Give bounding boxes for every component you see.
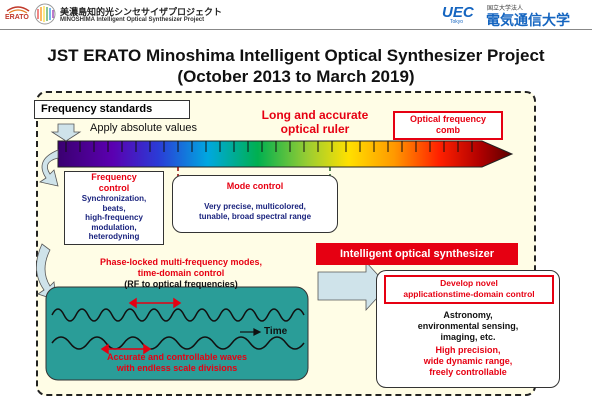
- frequency-control-box: Frequency control Synchronization, beats…: [64, 171, 164, 245]
- freq-control-line-3: high-frequency: [85, 213, 143, 222]
- wave-slow: [51, 336, 305, 350]
- mode-control-title: Mode control: [226, 181, 284, 191]
- ruler-title: Long and accurate optical ruler: [250, 108, 380, 136]
- waves-caption: Accurate and controllable waves with end…: [60, 352, 294, 374]
- univ-name-jp: 電気通信大学: [486, 12, 570, 28]
- freq-control-title1: Frequency: [91, 172, 137, 182]
- mode-control-box: Mode control Very precise, multicolored,…: [172, 175, 338, 233]
- ruler-title-line1: Long and accurate: [261, 108, 369, 122]
- develop-line2: applicationstime-domain control: [403, 289, 535, 299]
- time-label: Time: [264, 326, 288, 337]
- apply-values-label: Apply absolute values: [90, 122, 198, 134]
- univ-type-jp: 国立大学法人: [487, 6, 524, 12]
- uec-logo-sub: Tokyo: [450, 19, 464, 25]
- optical-comb-box: Optical frequency comb: [393, 111, 503, 140]
- wave-measure-arrows: [100, 297, 182, 355]
- page-subtitle: (October 2013 to March 2019): [177, 67, 415, 86]
- apps-line3: imaging, etc.: [440, 332, 496, 342]
- apps-line1: Astronomy,: [443, 310, 493, 320]
- comb-line2: comb: [435, 125, 460, 135]
- applications-list: Astronomy, environmental sensing, imagin…: [380, 310, 556, 343]
- freq-control-line-4: modulation,: [91, 222, 137, 232]
- develop-line1: Develop novel: [440, 278, 498, 288]
- project-name-en: MINOSHIMA Intelligent Optical Synthesize…: [60, 17, 205, 23]
- intelligent-synth-banner: Intelligent optical synthesizer: [316, 243, 518, 265]
- waves-line1: Accurate and controllable waves: [106, 352, 248, 362]
- erato-logo-text: ERATO: [5, 14, 29, 21]
- comb-line1: Optical frequency: [409, 114, 487, 124]
- project-name-jp: 美濃島知的光シンセサイザプロジェクト: [60, 7, 223, 17]
- uec-logo: UEC Tokyo: [442, 4, 484, 26]
- precision-line1: High precision,: [435, 345, 501, 355]
- time-axis-arrow: [240, 328, 262, 336]
- ruler-title-line2: optical ruler: [280, 122, 350, 136]
- apply-down-arrow: [50, 123, 82, 142]
- freq-control-line-5: heterodyning: [88, 232, 140, 241]
- phase-line3: (RF to optical frequencies): [124, 279, 238, 289]
- freq-control-line-2: beats,: [102, 203, 126, 213]
- freq-control-line-1: Synchronization,: [81, 194, 147, 203]
- frequency-standards-label: Frequency standards: [41, 103, 153, 115]
- waves-line2: with endless scale divisions: [116, 363, 238, 373]
- frequency-standards-box: Frequency standards: [34, 100, 190, 119]
- phase-line2: time-domain control: [137, 268, 225, 278]
- uec-logo-text: UEC: [442, 4, 474, 21]
- ruler-ticks: [65, 141, 473, 152]
- project-logo-icon: [32, 3, 58, 25]
- header-divider: [0, 29, 592, 30]
- wave-fast: [51, 308, 305, 322]
- phase-locked-text: Phase-locked multi-frequency modes, time…: [62, 257, 300, 290]
- freq-control-title2: control: [98, 183, 130, 193]
- precision-line2: wide dynamic range,: [423, 356, 513, 366]
- phase-line1: Phase-locked multi-frequency modes,: [99, 257, 263, 267]
- mode-control-line1: Very precise, multicolored,: [204, 202, 306, 211]
- curved-arrow-1: [38, 149, 59, 187]
- precision-line3: freely controllable: [429, 367, 507, 377]
- precision-list: High precision, wide dynamic range, free…: [380, 345, 556, 378]
- apps-line2: environmental sensing,: [417, 321, 519, 331]
- page-title: JST ERATO Minoshima Intelligent Optical …: [47, 46, 545, 65]
- mode-control-line2: tunable, broad spectral range: [198, 211, 312, 221]
- erato-logo: ERATO: [5, 5, 31, 25]
- optical-ruler-arrow: [57, 140, 514, 168]
- develop-box: Develop novel applicationstime-domain co…: [384, 275, 554, 304]
- wave-box: [45, 286, 309, 381]
